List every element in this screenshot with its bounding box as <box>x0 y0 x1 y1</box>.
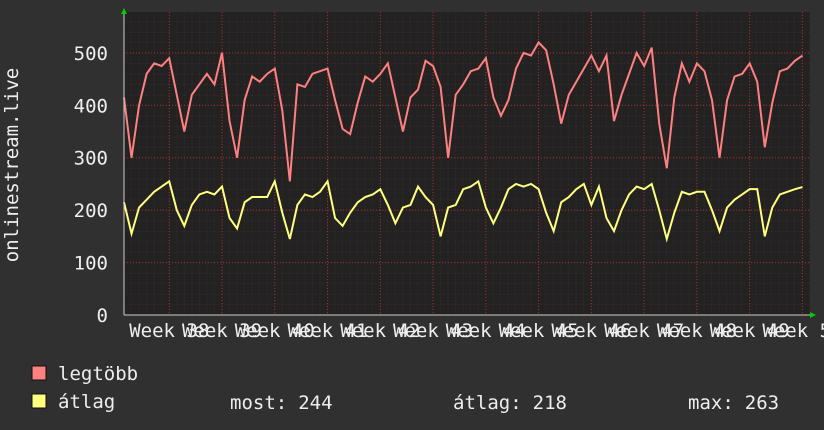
y-tick-label: 100 <box>74 253 108 275</box>
lines <box>123 40 804 243</box>
stat-value: 218 <box>533 392 567 414</box>
x-tick-label: Week 48 <box>657 320 737 342</box>
legend-label: átlag <box>58 391 115 413</box>
legend: legtöbb átlag most: 244 átlag: 218 max: 263 <box>31 363 779 414</box>
x-tick-label: Week 49 <box>710 320 790 342</box>
stat: most: 244 <box>230 392 333 414</box>
x-tick-label: Week 46 <box>551 320 631 342</box>
stat-value: 263 <box>745 392 779 414</box>
x-tick-label: Week 38 <box>129 320 209 342</box>
x-tick-label: Week 40 <box>235 320 315 342</box>
y-arrow <box>121 8 127 14</box>
stat-label: most: <box>230 392 287 414</box>
y-tick-label: 400 <box>74 95 108 117</box>
y-tick-label: 500 <box>74 43 108 65</box>
stat-label: átlag: <box>453 392 522 414</box>
stat-label: max: <box>688 392 734 414</box>
x-tick-label: Week 39 <box>182 320 262 342</box>
legend-swatch <box>31 393 47 409</box>
legend-swatch <box>31 365 47 381</box>
x-tick-label: Week 50 <box>762 320 824 342</box>
series-line <box>123 178 803 243</box>
y-tick-label: 0 <box>97 305 108 327</box>
x-tick-label: Week 42 <box>340 320 420 342</box>
x-arrow <box>810 312 816 318</box>
stat-value: 244 <box>298 392 332 414</box>
x-tick-label: Week 43 <box>393 320 473 342</box>
stat: max: 263 <box>688 392 779 414</box>
y-axis-label: onlinestream.live <box>1 68 23 262</box>
legend-label: legtöbb <box>58 363 138 385</box>
minor-grid <box>124 12 810 315</box>
x-tick-label: Week 45 <box>499 320 579 342</box>
y-tick-label: 200 <box>74 200 108 222</box>
series-line <box>123 40 804 182</box>
x-tick-label: Week 44 <box>446 320 526 342</box>
x-tick-label: Week 41 <box>287 320 367 342</box>
stat: átlag: 218 <box>453 392 567 414</box>
x-tick-label: Week 47 <box>604 320 684 342</box>
y-tick-label: 300 <box>74 148 108 170</box>
